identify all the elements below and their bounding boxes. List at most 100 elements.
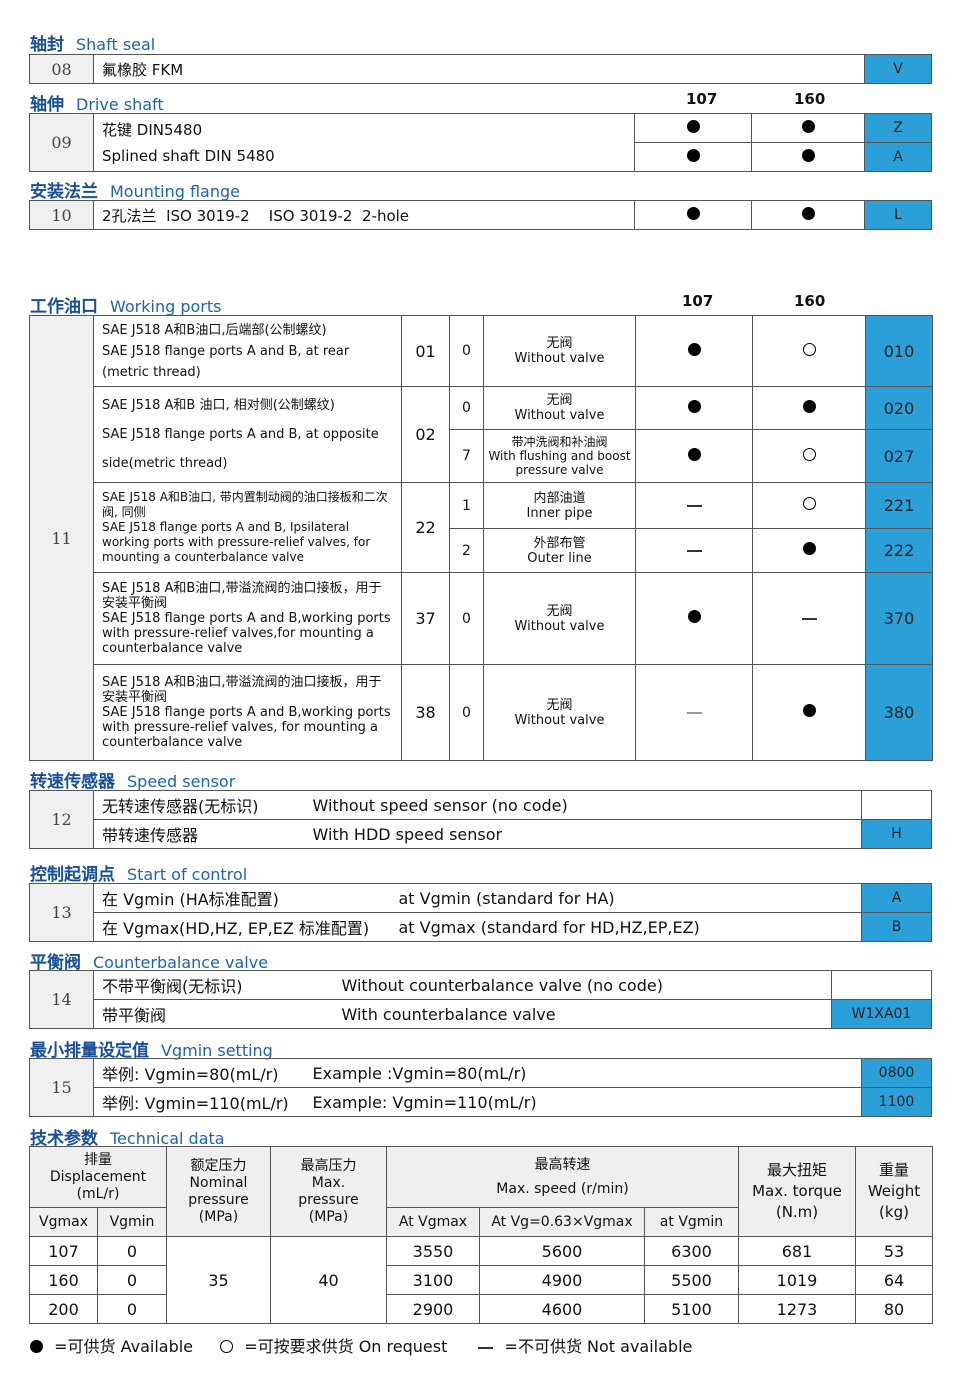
port-code: 22 [401, 482, 450, 573]
valve-en: Without valve [514, 351, 605, 366]
valve-cn: 无阀 [546, 336, 573, 351]
option-en: at Vgmax (standard for HD,HZ,EP,EZ) [398, 912, 862, 942]
size-header-107: 107 [686, 90, 718, 108]
row-number: 15 [29, 1058, 94, 1117]
port-code: 02 [401, 386, 450, 483]
on-request-icon [220, 1340, 234, 1353]
valve-en: Without valve [514, 618, 605, 634]
available-icon [687, 342, 701, 356]
cell-speed: 4900 [479, 1265, 645, 1295]
order-code: 380 [865, 664, 933, 761]
order-code: V [864, 54, 932, 84]
section-title-drive-shaft: 轴伸 Drive shaft [30, 95, 164, 115]
option-en: Without speed sensor (no code) [312, 790, 862, 820]
row-number: 13 [29, 883, 94, 942]
header-max-speed: 最高转速 Max. speed (r/min) [386, 1146, 739, 1208]
mounting-flange-table: 10 2孔法兰 ISO 3019-2 ISO 3019-2 2-hole L [29, 200, 932, 230]
available-icon [802, 542, 816, 555]
order-code: B [861, 912, 932, 942]
section-title-vgmin: 最小排量设定值 Vgmin setting [30, 1041, 273, 1061]
section-title-start-of-control: 控制起调点 Start of control [30, 865, 248, 885]
cell-max-pressure: 40 [270, 1236, 387, 1324]
header-speed-vgmin: at Vgmin [644, 1207, 739, 1237]
valve-en: With flushing and boost pressure valve [488, 449, 631, 477]
cell-vgmax: 200 [29, 1294, 98, 1324]
header-speed-vgmax: At Vgmax [386, 1207, 480, 1237]
valve-cn: 内部油道 [533, 490, 586, 506]
header-vgmin: Vgmin [97, 1207, 167, 1237]
valve-en: Inner pipe [526, 505, 593, 521]
counterbalance-table: 14 不带平衡阀(无标识) Without counterbalance valve… [29, 970, 932, 1029]
table-row: 107 0 35 40 3550 5600 6300 681 53 [29, 1236, 933, 1324]
valve-code: 1 [449, 482, 484, 529]
technical-data-table: 排量 Displacement (mL/r) 额定压力 Nominal pres… [29, 1146, 933, 1324]
table-row: 200 0 2900 4600 5100 1273 80 [29, 1294, 933, 1324]
header-speed-063: At Vg=0.63×Vgmax [479, 1207, 645, 1237]
port-code: 37 [401, 572, 450, 665]
speed-sensor-table: 12 无转速传感器(无标识) Without speed sensor (no co… [29, 790, 932, 849]
cell-speed: 5100 [644, 1294, 739, 1324]
header-max-torque: 最大扭矩 Max. torque (N.m) [738, 1146, 856, 1237]
order-code: 020 [865, 386, 933, 430]
header-vgmax: Vgmax [29, 1207, 98, 1237]
option-desc-cn: 花键 DIN5480 [102, 120, 203, 139]
on-request-icon [802, 342, 816, 356]
cell-torque: 681 [738, 1236, 856, 1266]
cell-nominal-pressure: 35 [166, 1236, 271, 1324]
order-code: H [861, 819, 932, 849]
row-number: 10 [29, 200, 94, 230]
available-icon [686, 149, 700, 162]
available-icon [686, 207, 700, 220]
available-icon [801, 207, 815, 220]
not-available-icon [686, 549, 702, 552]
port-desc-en: SAE J518 flange ports A and B, at opposi… [102, 427, 379, 471]
section-title-technical-data: 技术参数 Technical data [30, 1129, 225, 1149]
order-code [831, 970, 932, 1000]
valve-code: 2 [449, 528, 484, 573]
header-nominal-pressure: 额定压力 Nominal pressure (MPa) [166, 1146, 271, 1237]
order-code: A [861, 883, 932, 913]
valve-cn: 无阀 [546, 603, 573, 619]
shaft-seal-table: 08 氟橡胶 FKM V [29, 54, 932, 84]
option-desc-en: Splined shaft DIN 5480 [102, 146, 275, 165]
cell-vgmin: 0 [97, 1265, 167, 1295]
available-icon [802, 704, 816, 717]
row-number: 12 [29, 790, 94, 849]
available-icon [801, 120, 815, 133]
section-title-working-ports: 工作油口 Working ports [30, 297, 222, 317]
order-code: 221 [865, 482, 933, 529]
order-code: 027 [865, 429, 933, 483]
size-header-160: 160 [794, 292, 826, 310]
port-desc: SAE J518 A和B油口,后端部(公制螺纹) SAE J518 flange… [93, 315, 402, 387]
port-desc-en: SAE J518 flange ports A and B,working po… [102, 611, 391, 656]
not-available-icon [801, 617, 817, 620]
cell-torque: 1273 [738, 1294, 856, 1324]
option-cn: 举例: Vgmin=80(mL/r) [93, 1058, 313, 1088]
section-title-speed-sensor: 转速传感器 Speed sensor [30, 772, 236, 792]
cell-speed: 3100 [386, 1265, 480, 1295]
port-desc-cn: SAE J518 A和B油口,带溢流阀的油口接板，用于安装平衡阀 [102, 675, 382, 705]
valve-cn: 带冲洗阀和补油阀 [511, 435, 608, 449]
cell-vgmin: 0 [97, 1294, 167, 1324]
valve-code: 0 [449, 315, 484, 387]
valve-code: 0 [449, 664, 484, 761]
option-cn: 无转速传感器(无标识) [93, 790, 313, 820]
available-icon [801, 149, 815, 162]
header-max-pressure: 最高压力 Max. pressure (MPa) [270, 1146, 387, 1237]
cell-speed: 3550 [386, 1236, 480, 1266]
row-number: 09 [29, 113, 94, 172]
cell-speed: 4600 [479, 1294, 645, 1324]
valve-en: Without valve [514, 712, 605, 728]
row-number: 11 [29, 315, 94, 761]
cell-speed: 2900 [386, 1294, 480, 1324]
order-code: W1XA01 [831, 999, 932, 1029]
valve-en: Outer line [527, 550, 592, 566]
on-request-icon [802, 447, 816, 461]
cell-weight: 80 [855, 1294, 933, 1324]
available-icon [687, 399, 701, 413]
option-cn: 不带平衡阀(无标识) [93, 970, 342, 1000]
size-header-160: 160 [794, 90, 826, 108]
order-code: L [864, 200, 932, 230]
port-code: 38 [401, 664, 450, 761]
option-cn: 带平衡阀 [93, 999, 342, 1029]
